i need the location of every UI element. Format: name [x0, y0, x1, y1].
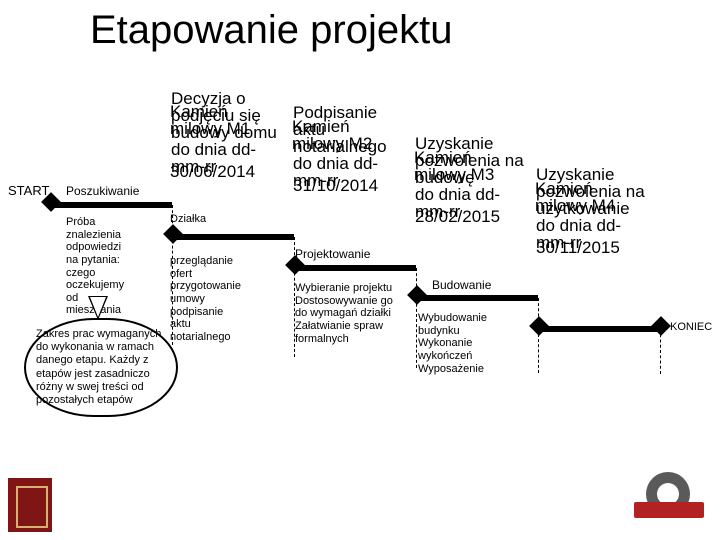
stage-bar-3: [294, 265, 416, 271]
stage-2-sub: Działka: [170, 213, 206, 226]
stage-bar-5: [538, 326, 660, 332]
oiz-logo-icon: [640, 472, 700, 522]
callout-bubble: Zakres prac wymaganych do wykonania w ra…: [24, 318, 178, 417]
university-logo-icon: [8, 478, 52, 532]
milestone-1-km: Kamień milowy M1: [170, 103, 250, 137]
milestone-2-date: 31/10/2014: [293, 177, 378, 194]
stage-bar-4: [416, 295, 538, 301]
milestone-3-date: 28/02/2015: [415, 208, 500, 225]
milestone-4-km: Kamień milowy M4: [535, 180, 615, 214]
stage-4-name: Budowanie: [432, 278, 491, 292]
milestone-3-km: Kamień milowy M3: [414, 149, 494, 183]
callout-tail: [88, 296, 108, 320]
dash-4: [538, 298, 539, 373]
dash-3: [416, 268, 417, 368]
stage-2-sub2: przeglądanie ofert przygotowanie umowy p…: [170, 255, 241, 343]
stage-bar-1: [50, 202, 172, 208]
stage-bar-2: [172, 234, 294, 240]
milestone-2-km: Kamień milowy M2: [292, 118, 372, 152]
start-label: START: [8, 184, 49, 198]
dash-5: [660, 329, 661, 374]
stage-3-name: Projektowanie: [295, 247, 370, 261]
stage-1-name: Poszukiwanie: [66, 184, 139, 198]
milestone-1-date: 30/06/2014: [170, 163, 255, 180]
stage-4-sub: Wybudowanie budynku Wykonanie wykończeń …: [418, 312, 487, 375]
milestone-4-date: 30/11/2015: [536, 239, 620, 256]
banner-icon: [634, 502, 704, 518]
stage-3-sub: Wybieranie projektu Dostosowywanie go do…: [295, 282, 393, 345]
end-label: KONIEC: [670, 321, 712, 334]
slide-title: Etapowanie projektu: [90, 8, 452, 53]
